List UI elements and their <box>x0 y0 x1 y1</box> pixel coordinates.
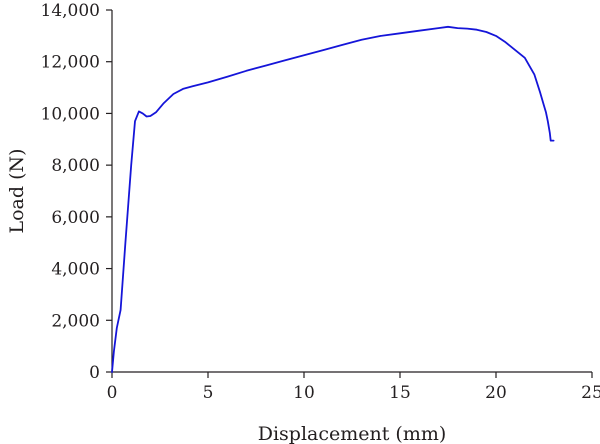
y-tick-label: 14,000 <box>41 1 100 21</box>
y-tick-label: 10,000 <box>41 104 100 124</box>
x-tick-label: 0 <box>107 383 118 403</box>
y-axis-title: Load (N) <box>6 148 28 233</box>
x-axis-title: Displacement (mm) <box>258 423 447 444</box>
y-tick-label: 0 <box>89 363 100 383</box>
y-tick-label: 8,000 <box>51 156 100 176</box>
axes <box>111 10 592 373</box>
series-group <box>111 25 555 373</box>
x-tick-label: 15 <box>389 383 411 403</box>
x-tick-label: 10 <box>293 383 315 403</box>
x-tick-label: 25 <box>581 383 600 403</box>
ticks: 0 5 10 15 20 25 0 2,000 4,000 6,000 8,000 10,000 12,… <box>41 1 600 403</box>
y-tick-label: 4,000 <box>51 260 100 280</box>
x-tick-label: 5 <box>203 383 214 403</box>
x-tick-label: 20 <box>485 383 507 403</box>
y-tick-label: 12,000 <box>41 53 100 73</box>
y-tick-label: 2,000 <box>51 311 100 331</box>
y-tick-label: 6,000 <box>51 208 100 228</box>
series-line-0 <box>111 25 555 373</box>
